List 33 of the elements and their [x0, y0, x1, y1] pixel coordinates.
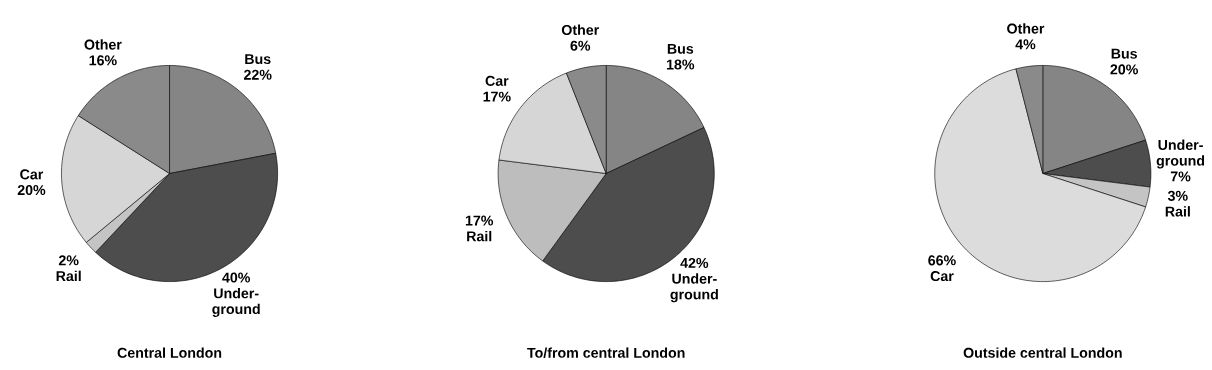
slice-label: Under-ground	[670, 273, 718, 303]
slice-label: Other	[1007, 23, 1045, 34]
data-label: 66%	[928, 255, 956, 266]
data-label: 42%	[680, 257, 709, 269]
data-label: 4%	[1015, 39, 1036, 50]
slice-label: Car	[485, 75, 509, 86]
slice-label: Bus	[245, 54, 271, 65]
slice-label: Car	[930, 271, 954, 282]
data-label: 17%	[483, 91, 511, 102]
slice-label: Car	[20, 169, 44, 180]
data-label: 20%	[1110, 64, 1138, 75]
text: Outside central London	[963, 347, 1122, 358]
data-label: 6%	[570, 40, 591, 51]
slice-label: Rail	[56, 270, 81, 282]
text: To/from central London	[527, 347, 685, 359]
data-label: 18%	[666, 59, 695, 70]
data-label: 3%	[1167, 190, 1188, 201]
data-label: 22%	[244, 69, 272, 80]
slice-label: Under-ground	[1156, 139, 1205, 169]
text: Central London	[117, 347, 222, 358]
data-label: 16%	[89, 55, 117, 66]
slice-label: Rail	[467, 230, 492, 242]
slice-label: Other	[561, 24, 599, 36]
data-label: 2%	[58, 255, 79, 266]
slice-label: Bus	[1111, 48, 1137, 59]
data-label: 7%	[1170, 171, 1191, 182]
slice-label: Other	[84, 39, 122, 50]
slice-label: Under-ground	[212, 287, 260, 317]
slice-label: Rail	[1165, 206, 1190, 217]
data-label: 20%	[17, 185, 46, 196]
slice-label: Bus	[667, 43, 694, 54]
data-label: 17%	[465, 215, 494, 226]
data-label: 40%	[222, 272, 251, 283]
